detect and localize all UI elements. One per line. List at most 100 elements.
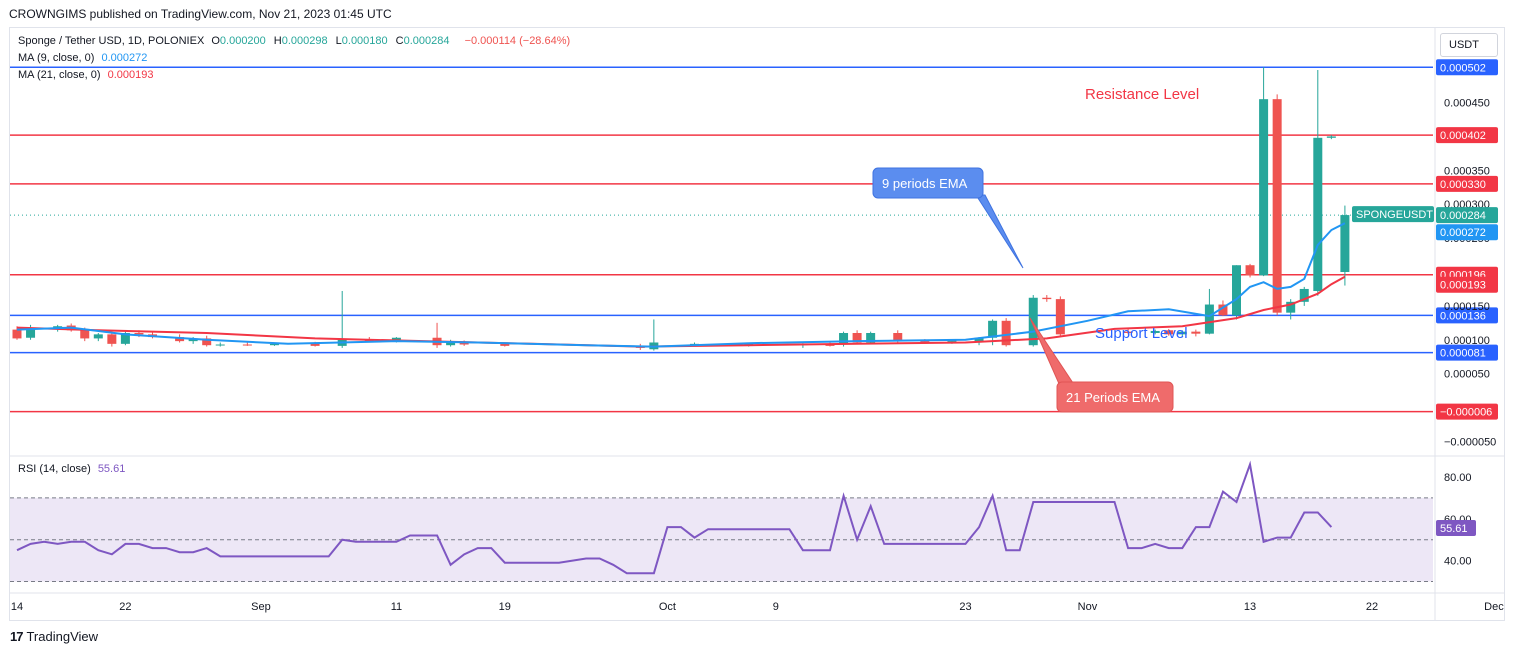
candle-body[interactable] <box>866 333 876 343</box>
time-tick-label: 19 <box>499 601 511 613</box>
candle-body[interactable] <box>1272 99 1282 313</box>
candle-body[interactable] <box>215 344 225 346</box>
price-tick-label: 0.000150 <box>1444 301 1490 313</box>
legend-change: −0.000114 (−28.64%) <box>464 35 571 47</box>
time-tick-label: 14 <box>11 601 23 613</box>
candle-body[interactable] <box>920 341 930 343</box>
ma21-value: 0.000193 <box>107 69 154 81</box>
legend-ma21[interactable]: MA (21, close, 0) 0.000193 <box>18 69 158 81</box>
axes: 0.0004500.0003500.0003000.0002500.000150… <box>11 98 1504 613</box>
price-badge-label: 0.000284 <box>1440 210 1486 222</box>
candle-body[interactable] <box>310 343 320 346</box>
legend-ma9[interactable]: MA (9, close, 0) 0.000272 <box>18 52 151 64</box>
candle-body[interactable] <box>1191 331 1201 334</box>
symbol-tag <box>1352 206 1434 223</box>
time-tick-label: 9 <box>773 601 779 613</box>
legend-rsi[interactable]: RSI (14, close) 55.61 <box>18 463 129 475</box>
candle-body[interactable] <box>26 327 36 338</box>
candle-body[interactable] <box>93 334 103 339</box>
time-tick-label: 22 <box>119 601 131 613</box>
level-badge <box>1436 127 1498 144</box>
candle-body[interactable] <box>459 342 469 345</box>
candle-body[interactable] <box>1001 320 1011 346</box>
candle-body[interactable] <box>1150 330 1160 333</box>
legend-ohlc-key: H <box>273 35 282 47</box>
price-badge-label: 0.000272 <box>1440 227 1486 239</box>
level-badge <box>1436 175 1498 192</box>
candle-body[interactable] <box>839 333 849 345</box>
candle-body[interactable] <box>1340 215 1350 272</box>
candle-body[interactable] <box>1232 265 1241 316</box>
level-badge <box>1436 307 1498 324</box>
price-tick-label: −0.000050 <box>1444 436 1496 448</box>
candle-body[interactable] <box>202 338 212 346</box>
candle-body[interactable] <box>12 329 22 339</box>
candle-body[interactable] <box>1123 331 1133 333</box>
price-badge <box>1436 207 1498 224</box>
candle-body[interactable] <box>1028 297 1038 346</box>
candle-body[interactable] <box>1326 136 1336 138</box>
candle-body[interactable] <box>134 333 144 335</box>
symbol-tag-label: SPONGEUSDT <box>1356 209 1433 221</box>
ma21-label: MA (21, close, 0) <box>18 69 101 81</box>
candle-body[interactable] <box>947 340 957 342</box>
level-badge-label: 0.000402 <box>1440 130 1486 142</box>
legend-ohlc-l: L0.000180 <box>336 35 392 47</box>
candle-body[interactable] <box>893 333 903 342</box>
candle-body[interactable] <box>1204 304 1214 334</box>
moving-averages <box>16 222 1346 348</box>
candle-body[interactable] <box>1042 297 1052 300</box>
legend-ohlc-key: O <box>211 35 220 47</box>
tradingview-logo-icon: 17 <box>10 629 24 644</box>
candle-body[interactable] <box>1164 330 1174 335</box>
price-tick-label: 0.000100 <box>1444 335 1490 347</box>
time-tick-label: 11 <box>391 601 402 613</box>
rsi-tick-label: 80.00 <box>1444 472 1472 484</box>
candle-body[interactable] <box>1245 265 1255 276</box>
ema21-callout-box <box>1056 381 1174 413</box>
ema9-callout-label: 9 periods EMA <box>882 176 968 191</box>
legend-ohlc: O0.000200 H0.000298 L0.000180 C0.000284 <box>211 35 457 47</box>
candle-body[interactable] <box>1286 301 1296 313</box>
candle-body[interactable] <box>500 343 510 346</box>
candle-body[interactable] <box>1055 299 1065 335</box>
currency-unit-button[interactable]: USDT <box>1440 33 1498 57</box>
ema9-callout-box <box>872 167 984 199</box>
candle-body[interactable] <box>53 326 63 328</box>
candle-body[interactable] <box>1313 137 1323 291</box>
level-badge-label: 0.000330 <box>1440 179 1486 191</box>
resistance-label: Resistance Level <box>1085 86 1199 103</box>
price-tick-label: 0.000350 <box>1444 165 1490 177</box>
candle-body[interactable] <box>107 334 117 344</box>
rsi-tick-label: 40.00 <box>1444 556 1472 568</box>
candle-body[interactable] <box>446 342 456 346</box>
footer-brand[interactable]: 17 TradingView <box>10 629 98 644</box>
legend-line-1: Sponge / Tether USD, 1D, POLONIEX O0.000… <box>18 35 574 47</box>
legend-symbol[interactable]: Sponge / Tether USD, 1D, POLONIEX <box>18 35 205 47</box>
candle-body[interactable] <box>825 344 835 346</box>
time-tick-label: Nov <box>1078 601 1098 613</box>
candle-body[interactable] <box>1299 288 1309 302</box>
candle-body[interactable] <box>120 333 130 344</box>
candle-body[interactable] <box>1218 304 1228 316</box>
legend-ohlc-value: 0.000180 <box>341 35 388 47</box>
candle-body[interactable] <box>175 337 185 342</box>
time-tick-label: 22 <box>1366 601 1378 613</box>
price-badge-label: 0.000193 <box>1440 280 1486 292</box>
legend-ohlc-value: 0.000284 <box>403 35 450 47</box>
candle-body[interactable] <box>1259 99 1269 276</box>
candle-body[interactable] <box>269 343 279 346</box>
candles <box>12 67 1350 351</box>
rsi-value: 55.61 <box>97 463 126 475</box>
candle-body[interactable] <box>80 330 90 339</box>
time-tick-label: Oct <box>659 601 676 613</box>
candle-body[interactable] <box>242 344 252 346</box>
candle-body[interactable] <box>974 337 984 342</box>
candle-body[interactable] <box>1177 331 1187 335</box>
candle-body[interactable] <box>988 320 998 338</box>
ema9-callout-pointer <box>975 194 1024 269</box>
candle-body[interactable] <box>852 333 862 343</box>
price-tick-label: 0.000050 <box>1444 369 1490 381</box>
